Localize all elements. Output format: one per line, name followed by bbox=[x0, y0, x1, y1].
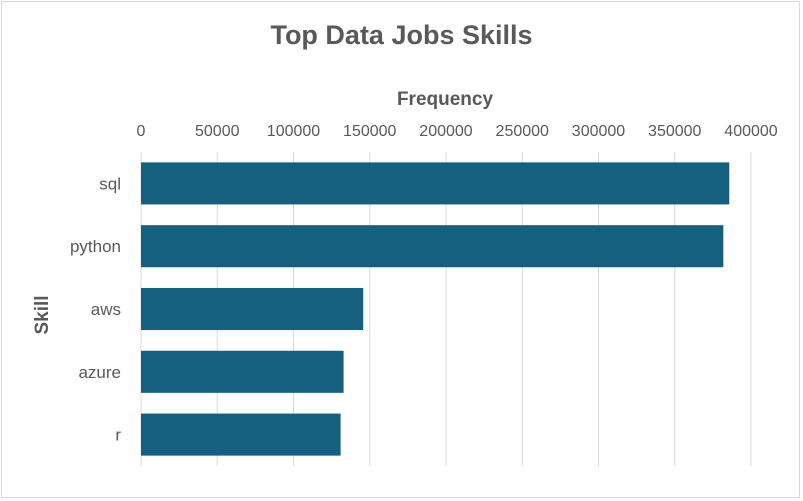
x-tick-label: 250000 bbox=[496, 123, 549, 140]
x-tick-label: 300000 bbox=[572, 123, 625, 140]
x-tick-labels: 0 50000 100000 150000 200000 250000 300000 3500… bbox=[137, 123, 778, 140]
chart-title: Top Data Jobs Skills bbox=[270, 20, 533, 50]
bar-aws bbox=[141, 287, 364, 331]
x-tick-label: 50000 bbox=[195, 123, 240, 140]
y-category-label-r: r bbox=[115, 426, 121, 445]
x-tick-label: 400000 bbox=[724, 123, 777, 140]
bar-r bbox=[141, 413, 341, 456]
bars bbox=[141, 162, 730, 456]
y-category-label-azure: azure bbox=[78, 363, 121, 382]
x-tick-label: 0 bbox=[137, 123, 146, 140]
bar-python bbox=[141, 225, 724, 268]
bar-azure bbox=[141, 350, 344, 393]
x-tick-label: 350000 bbox=[648, 123, 701, 140]
y-category-label-sql: sql bbox=[99, 174, 121, 193]
x-tick-label: 150000 bbox=[343, 123, 396, 140]
y-category-labels: sql python aws azure r bbox=[70, 174, 121, 444]
x-tick-label: 200000 bbox=[419, 123, 472, 140]
y-category-label-python: python bbox=[70, 237, 121, 256]
x-axis-title: Frequency bbox=[396, 89, 494, 110]
bar-sql bbox=[141, 162, 730, 205]
y-category-label-aws: aws bbox=[91, 300, 121, 319]
x-tick-label: 100000 bbox=[267, 123, 320, 140]
